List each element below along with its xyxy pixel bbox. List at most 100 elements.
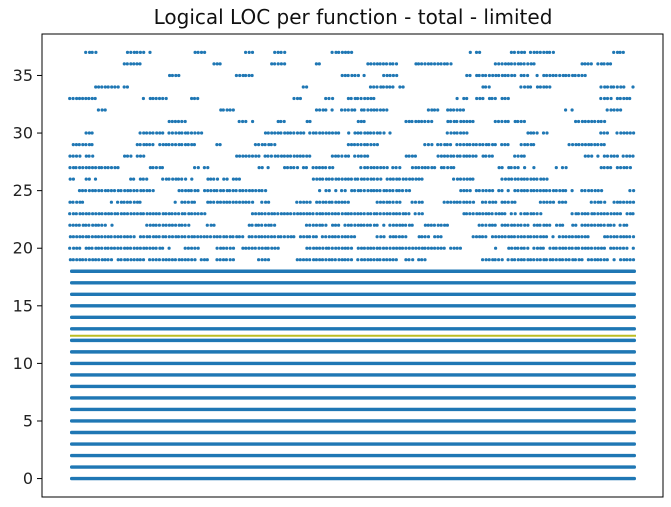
- point-row: [70, 304, 636, 308]
- data-point: [519, 154, 524, 158]
- data-point: [583, 189, 587, 193]
- data-point: [580, 189, 584, 193]
- data-point: [513, 258, 517, 262]
- data-point: [193, 189, 197, 193]
- data-point: [487, 73, 491, 78]
- data-point: [238, 154, 242, 158]
- data-point: [372, 131, 376, 135]
- data-point: [497, 258, 501, 262]
- data-point: [282, 235, 286, 239]
- point-band: [70, 269, 636, 273]
- data-point: [222, 177, 226, 181]
- point-band: [70, 281, 636, 285]
- data-point: [145, 235, 149, 239]
- data-point: [426, 62, 430, 66]
- data-point: [375, 200, 379, 204]
- data-point: [253, 143, 257, 147]
- data-point: [132, 62, 136, 66]
- data-point: [164, 143, 168, 147]
- data-point: [599, 62, 604, 66]
- point-band: [70, 338, 636, 343]
- data-point: [622, 85, 626, 89]
- data-point: [615, 131, 619, 135]
- data-point: [91, 223, 95, 227]
- data-point: [599, 85, 603, 89]
- data-point: [414, 119, 418, 124]
- data-point: [103, 166, 107, 170]
- data-point: [148, 223, 152, 227]
- data-point: [138, 62, 142, 66]
- data-point: [324, 246, 328, 250]
- data-point: [132, 189, 136, 193]
- data-point: [487, 212, 491, 216]
- data-point: [618, 50, 622, 55]
- data-point: [465, 177, 469, 181]
- data-point: [628, 200, 632, 204]
- data-point: [154, 166, 158, 170]
- data-point: [183, 143, 188, 147]
- data-point: [618, 96, 622, 101]
- data-point: [251, 119, 255, 124]
- data-point: [125, 62, 129, 66]
- data-point: [87, 223, 91, 227]
- data-point: [349, 235, 353, 239]
- data-point: [94, 85, 98, 89]
- data-point: [311, 212, 315, 216]
- data-point: [270, 212, 274, 216]
- data-point: [285, 166, 290, 170]
- data-point: [516, 166, 520, 170]
- data-point: [176, 235, 181, 239]
- data-point: [68, 246, 72, 250]
- data-point: [318, 246, 322, 250]
- data-point: [586, 235, 590, 239]
- data-point: [257, 235, 261, 239]
- data-point: [78, 246, 82, 250]
- data-point: [263, 143, 267, 147]
- data-point: [330, 177, 334, 181]
- data-point: [142, 143, 146, 147]
- data-point: [545, 131, 549, 135]
- data-point: [314, 62, 318, 66]
- data-point: [331, 223, 335, 227]
- data-point: [628, 258, 632, 262]
- data-point: [590, 212, 594, 216]
- point-row: [68, 177, 549, 181]
- data-point: [71, 154, 75, 158]
- data-point: [170, 143, 174, 147]
- data-point: [330, 131, 335, 135]
- data-point: [484, 212, 488, 216]
- data-point: [68, 166, 72, 170]
- data-point: [596, 246, 600, 250]
- data-point: [439, 235, 443, 239]
- data-point: [234, 177, 238, 181]
- data-point: [372, 177, 376, 181]
- data-point: [487, 143, 491, 147]
- data-point: [564, 258, 568, 262]
- data-point: [494, 200, 498, 204]
- data-point: [340, 50, 344, 55]
- point-row: [68, 154, 635, 158]
- data-point: [231, 177, 235, 181]
- data-point: [344, 212, 348, 216]
- data-point: [608, 223, 613, 227]
- data-point: [308, 119, 312, 124]
- data-point: [154, 258, 158, 262]
- data-point: [112, 246, 117, 250]
- data-point: [599, 143, 603, 147]
- data-point: [516, 50, 520, 55]
- data-point: [449, 131, 453, 135]
- data-point: [263, 154, 267, 158]
- data-point: [535, 131, 539, 135]
- data-point: [519, 235, 523, 239]
- data-point: [129, 258, 133, 262]
- data-point: [378, 62, 382, 66]
- data-point: [388, 73, 392, 78]
- data-point: [167, 119, 171, 124]
- data-point: [260, 200, 264, 204]
- data-point: [375, 189, 379, 193]
- data-point: [564, 189, 568, 193]
- data-point: [151, 235, 156, 239]
- data-point: [529, 235, 533, 239]
- data-point: [372, 189, 376, 193]
- data-point: [157, 258, 161, 262]
